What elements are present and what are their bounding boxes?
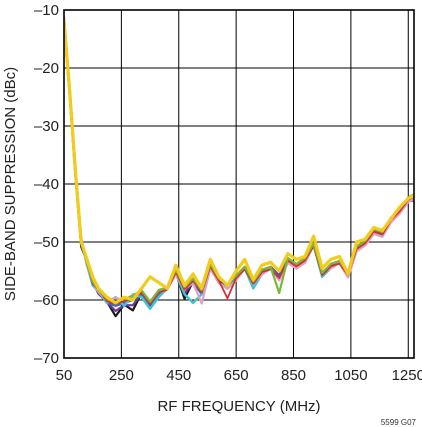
y-tick-label: –10 [34, 2, 59, 19]
series-line-7 [64, 19, 414, 303]
y-tick-label: –20 [34, 60, 59, 77]
y-tick-label: –30 [34, 118, 59, 135]
y-tick-label: –60 [34, 292, 59, 309]
y-tick-label: –40 [34, 176, 59, 193]
x-tick-labels: 50 250 450 650 850 1050 1250 [56, 367, 422, 384]
y-tick-label: –70 [34, 350, 59, 367]
x-tick-label: 1050 [334, 367, 367, 384]
figure-code: 5599 G07 [381, 418, 417, 427]
series-layer [64, 15, 414, 318]
y-axis-label: SIDE-BAND SUPPRESSION (dBc) [2, 67, 19, 301]
x-tick-label: 50 [56, 367, 73, 384]
series-line-6 [64, 19, 414, 305]
x-tick-label: 250 [109, 367, 134, 384]
x-axis-label: RF FREQUENCY (MHz) [157, 398, 320, 415]
y-tick-labels: –10 –20 –30 –40 –50 –60 –70 [34, 2, 59, 367]
x-tick-label: 850 [281, 367, 306, 384]
series-line-8 [64, 20, 414, 305]
x-tick-label: 450 [166, 367, 191, 384]
x-tick-label: 650 [224, 367, 249, 384]
series-line-5 [64, 15, 414, 305]
x-tick-label: 1250 [392, 367, 422, 384]
y-tick-label: –50 [34, 234, 59, 251]
plot-frame [63, 9, 415, 359]
